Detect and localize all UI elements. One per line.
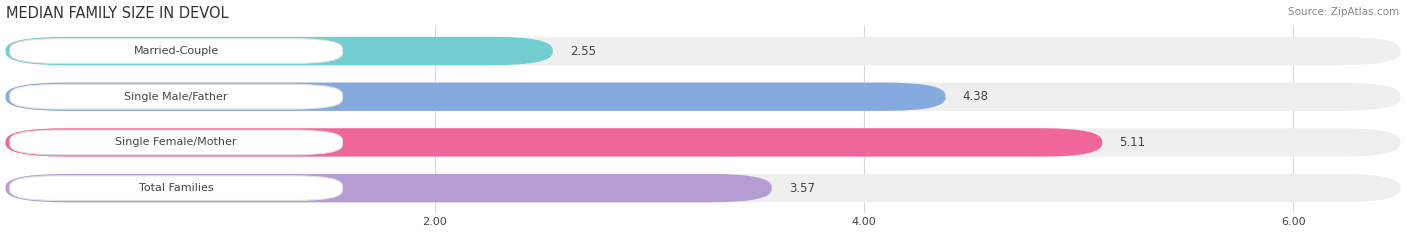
FancyBboxPatch shape	[10, 84, 343, 109]
Text: Total Families: Total Families	[139, 183, 214, 193]
Text: 4.38: 4.38	[963, 90, 988, 103]
FancyBboxPatch shape	[10, 39, 343, 63]
FancyBboxPatch shape	[6, 128, 1400, 157]
Text: Source: ZipAtlas.com: Source: ZipAtlas.com	[1288, 7, 1399, 17]
FancyBboxPatch shape	[6, 174, 772, 202]
Text: 2.55: 2.55	[569, 45, 596, 58]
FancyBboxPatch shape	[6, 174, 1400, 202]
Text: Single Female/Mother: Single Female/Mother	[115, 137, 238, 147]
Text: MEDIAN FAMILY SIZE IN DEVOL: MEDIAN FAMILY SIZE IN DEVOL	[6, 6, 228, 21]
Text: Single Male/Father: Single Male/Father	[124, 92, 228, 102]
Text: 5.11: 5.11	[1119, 136, 1146, 149]
FancyBboxPatch shape	[10, 130, 343, 155]
FancyBboxPatch shape	[6, 128, 1102, 157]
FancyBboxPatch shape	[6, 82, 945, 111]
FancyBboxPatch shape	[10, 176, 343, 200]
Text: 3.57: 3.57	[789, 182, 815, 195]
FancyBboxPatch shape	[6, 82, 1400, 111]
Text: Married-Couple: Married-Couple	[134, 46, 219, 56]
FancyBboxPatch shape	[6, 37, 553, 65]
FancyBboxPatch shape	[6, 37, 1400, 65]
